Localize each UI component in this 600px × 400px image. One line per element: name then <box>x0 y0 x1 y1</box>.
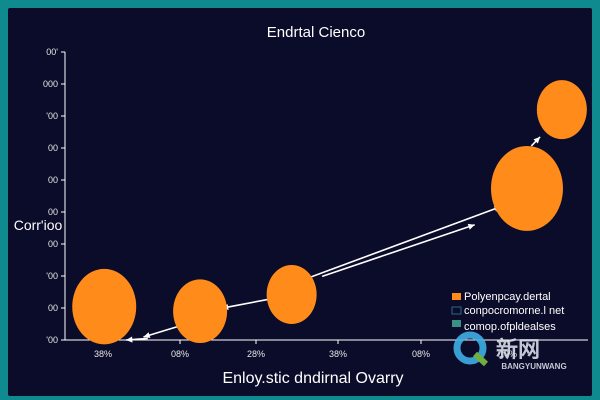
arrow-line <box>221 298 270 309</box>
y-axis-title: Corr'ioo <box>14 217 63 233</box>
bubble-point <box>173 279 228 344</box>
arrow-head <box>467 223 475 230</box>
x-tick-label: 10% <box>499 349 517 359</box>
y-tick-label: 00 <box>48 207 58 217</box>
legend-label-2: conpocromorne.l net <box>464 305 564 317</box>
watermark-q-tail <box>472 351 489 367</box>
x-tick-label: 08% <box>171 349 189 359</box>
watermark-en-text: BANGYUNWANG <box>501 362 566 371</box>
x-tick-label: 38% <box>94 349 112 359</box>
legend-swatch-1 <box>452 293 461 300</box>
legend-label-3: comop.ofpldealses <box>464 321 556 333</box>
x-axis-title: Enloy.stic dndirnal Ovarry <box>222 370 403 387</box>
bubble-series <box>72 80 587 345</box>
watermark-cn-text: 新网 <box>496 337 540 362</box>
arrow-head <box>143 332 151 339</box>
bubble-point <box>72 268 137 345</box>
y-tick-label: 000 <box>43 79 58 89</box>
y-tick-label: 00 <box>48 175 58 185</box>
chart-title: Endrtal Cienco <box>267 24 365 41</box>
y-tick-label: 00 <box>48 303 58 313</box>
bubble-point <box>536 80 587 140</box>
arrow-head <box>533 136 541 144</box>
y-tick-label: 00 <box>48 143 58 153</box>
bubble-chart: Endrtal Cienco '00 00 '00 00 00 00 00 '00 000 00'… <box>14 24 588 387</box>
watermark-q-icon <box>453 331 487 365</box>
x-tick-label: 38% <box>329 349 347 359</box>
y-tick-label: 00 <box>48 239 58 249</box>
legend-label-1: Polyenpcay.dertal <box>464 291 551 303</box>
legend-swatch-3 <box>452 320 461 327</box>
x-axis-ticks: 38% 08% 28% 38% 08% 10% <box>94 340 517 359</box>
arrow-line <box>321 224 475 278</box>
x-tick-label: 08% <box>412 349 430 359</box>
arrow-line <box>300 205 502 282</box>
bubble-point <box>266 265 317 325</box>
y-tick-label: '00 <box>46 271 58 281</box>
chart-frame: Endrtal Cienco '00 00 '00 00 00 00 00 '00 000 00'… <box>8 8 592 396</box>
bubble-point <box>490 145 563 231</box>
y-tick-label: '00 <box>46 111 58 121</box>
y-axis-ticks: '00 00 '00 00 00 00 00 '00 000 00' <box>43 47 65 345</box>
x-tick-label: 28% <box>247 349 265 359</box>
watermark-logo: 新网 BANGYUNWANG <box>453 331 567 371</box>
legend-swatch-2 <box>451 306 462 315</box>
y-tick-label: 00' <box>46 47 58 57</box>
arrow-head <box>126 336 133 343</box>
legend: Polyenpcay.dertal conpocromorne.l net co… <box>451 291 564 333</box>
y-tick-label: '00 <box>46 335 58 345</box>
